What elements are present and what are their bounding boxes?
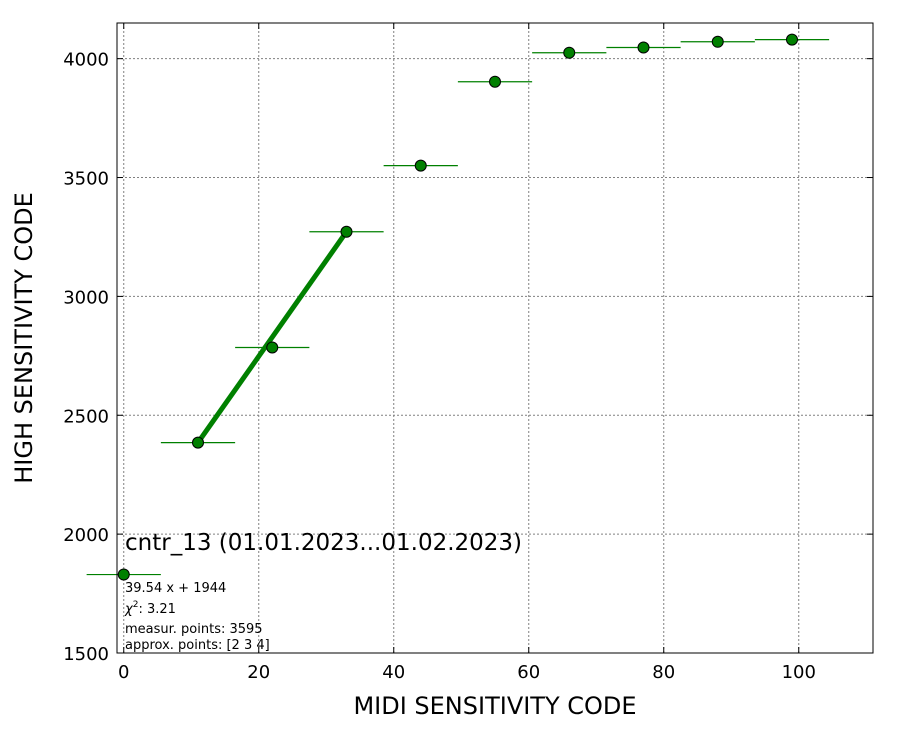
y-tick-label: 2000 xyxy=(63,525,109,546)
plot-frame xyxy=(116,22,874,654)
x-tick-label: 20 xyxy=(247,662,270,683)
y-axis-label: HIGH SENSITIVITY CODE xyxy=(10,192,38,484)
ticks: 0 20 40 60 80 100 1500 2000 2500 3000 3500 4000 xyxy=(63,23,873,683)
approx-points-note: approx. points: [2 3 4] xyxy=(125,638,270,653)
data-point xyxy=(414,159,427,172)
x-tick-label: 80 xyxy=(652,662,675,683)
data-point xyxy=(711,35,724,48)
fit-equation: 39.54 x + 1944 xyxy=(125,581,226,596)
x-tick-label: 0 xyxy=(118,662,129,683)
error-bars xyxy=(86,39,830,576)
fit-line xyxy=(195,230,349,445)
data-point xyxy=(192,436,204,449)
fit-line-group xyxy=(195,230,349,445)
x-tick-label: 100 xyxy=(782,662,816,683)
measured-points-note: measur. points: 3595 xyxy=(125,622,263,637)
chart-title: cntr_13 (01.01.2023...01.02.2023) xyxy=(125,530,522,556)
y-tick-label: 4000 xyxy=(63,50,109,71)
data-point xyxy=(563,46,576,59)
x-axis-label: MIDI SENSITIVITY CODE xyxy=(353,692,636,720)
data-point xyxy=(637,41,650,54)
data-point xyxy=(786,33,798,46)
chi2-value: : 3.21 xyxy=(138,602,175,617)
grid-lines xyxy=(117,23,873,654)
data-point xyxy=(117,568,130,581)
x-tick-label: 40 xyxy=(382,662,405,683)
data-point xyxy=(489,75,501,88)
y-tick-label: 3000 xyxy=(63,287,109,308)
data-point xyxy=(340,225,353,238)
y-tick-label: 3500 xyxy=(63,169,109,190)
data-point xyxy=(266,341,279,354)
y-tick-label: 1500 xyxy=(63,644,109,665)
y-tick-label: 2500 xyxy=(63,406,109,427)
data-points xyxy=(117,33,798,581)
chi2-note: χ2: 3.21 xyxy=(124,600,176,617)
x-tick-label: 60 xyxy=(517,662,540,683)
